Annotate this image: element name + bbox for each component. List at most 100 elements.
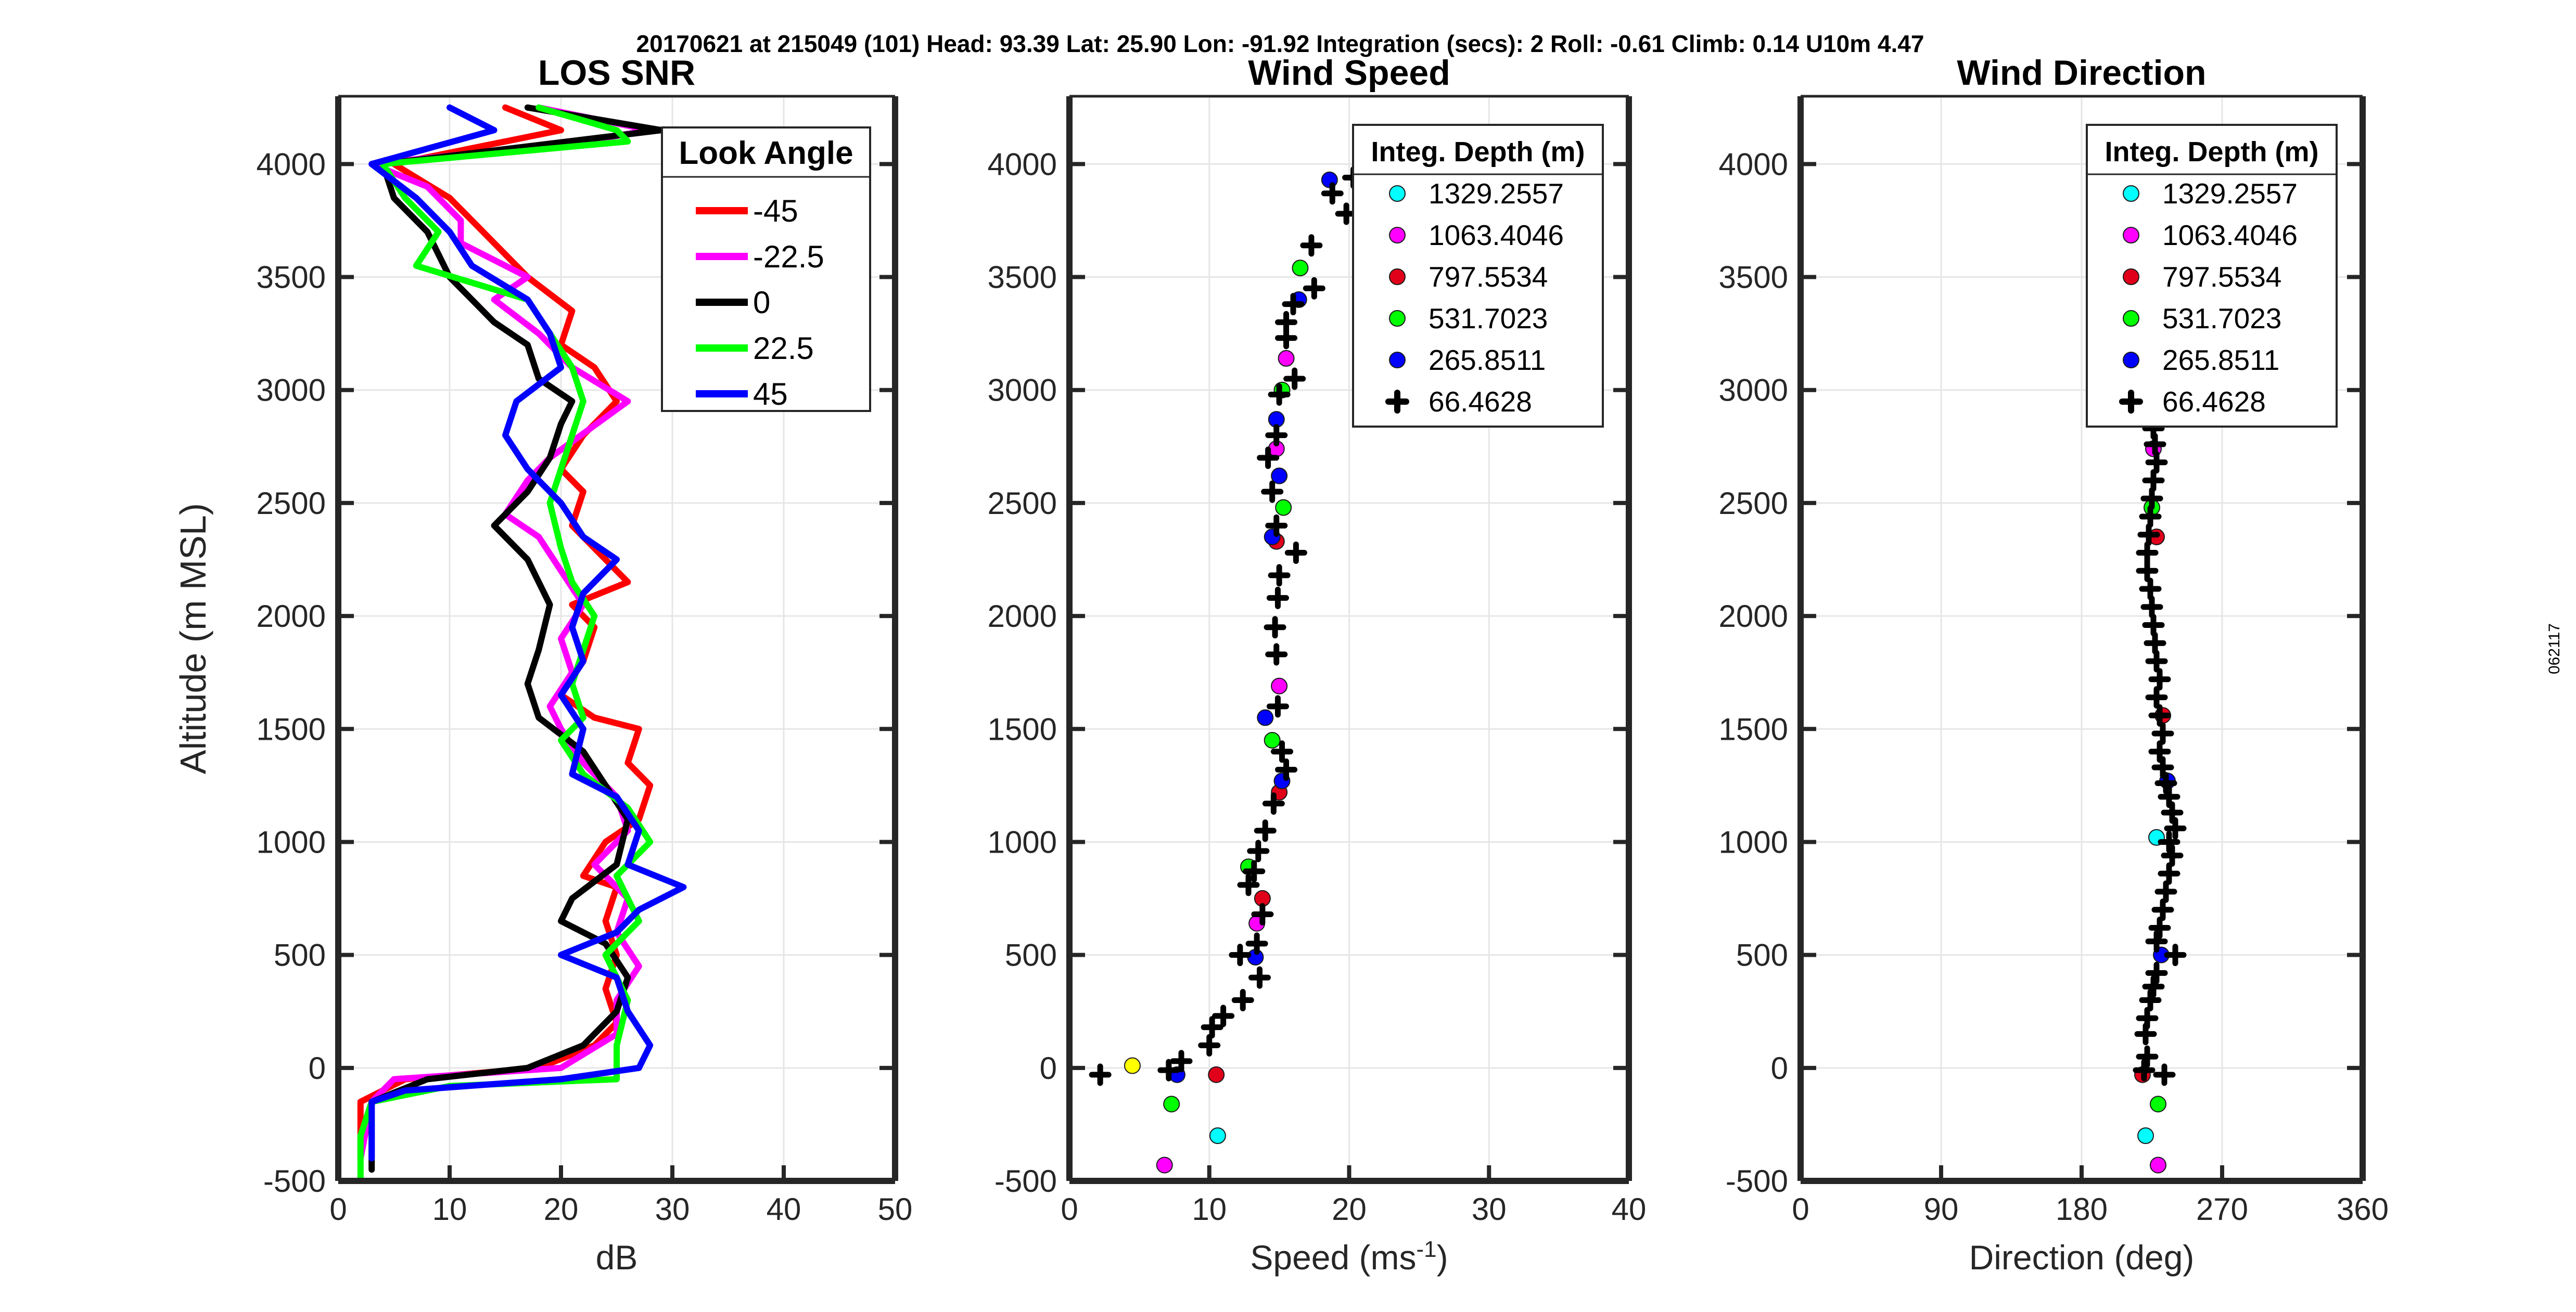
data-point-plus — [1243, 860, 1266, 883]
chart-title: LOS SNR — [538, 53, 695, 93]
side-label: 062117 — [2545, 623, 2563, 674]
data-point-plus — [1275, 311, 1298, 333]
data-point — [1156, 1156, 1173, 1174]
data-point-plus — [2148, 740, 2171, 763]
data-point-plus — [1266, 695, 1289, 718]
x-tick-label: 0 — [1792, 1192, 1809, 1227]
data-point-plus — [2154, 772, 2177, 794]
legend-label: 66.4628 — [2162, 385, 2266, 418]
x-tick-label: 0 — [1061, 1192, 1078, 1227]
legend-title: Integ. Depth (m) — [2105, 136, 2319, 168]
y-tick-label: 2000 — [1719, 599, 1788, 634]
data-point — [2137, 1127, 2154, 1144]
data-point-plus — [2151, 756, 2174, 779]
legend-swatch — [1389, 227, 1406, 243]
data-point — [1271, 677, 1288, 694]
legend-label: 265.8511 — [2162, 344, 2279, 376]
data-point-plus — [2140, 487, 2163, 510]
data-point-plus — [1248, 966, 1271, 989]
data-point-plus — [1303, 277, 1325, 300]
y-tick-label: 0 — [309, 1051, 326, 1086]
legend-label: 1329.2557 — [2162, 177, 2298, 210]
x-tick-label: 90 — [1924, 1192, 1959, 1227]
legend-title: Integ. Depth (m) — [1371, 136, 1585, 168]
legend-label: 1063.4046 — [1429, 219, 1564, 251]
data-point-plus — [1231, 989, 1254, 1011]
legend-label: 45 — [753, 377, 788, 411]
data-point-plus — [1268, 564, 1291, 587]
x-tick-label: 270 — [2196, 1192, 2248, 1227]
data-point-plus — [1245, 932, 1268, 955]
data-point-plus — [1275, 758, 1298, 781]
data-point-plus — [2158, 786, 2180, 808]
data-point-plus — [2144, 632, 2166, 654]
legend-label: 531.7023 — [2162, 302, 2281, 335]
y-tick-label: 4000 — [1719, 147, 1788, 182]
y-tick-label: 3500 — [988, 260, 1057, 295]
series-line-22.5 — [357, 104, 654, 1181]
y-tick-label: 2500 — [988, 486, 1057, 521]
data-point-plus — [1257, 446, 1280, 469]
data-point-plus — [1229, 944, 1252, 967]
data-point-plus — [2145, 686, 2168, 709]
data-point-plus — [2139, 505, 2162, 528]
y-tick-label: 3000 — [1719, 373, 1788, 408]
series-line-45 — [368, 104, 687, 1162]
data-point-plus — [1262, 792, 1285, 815]
chart-title: Wind Speed — [1248, 53, 1450, 93]
legend: Integ. Depth (m) 1329.2557 1063.4046 797.55… — [2086, 124, 2338, 428]
data-point-plus — [2145, 650, 2168, 673]
y-tick-label: 0 — [1771, 1051, 1788, 1086]
panel-1: 0 10 20 30 40 50-5000500100015002000250030003… — [173, 53, 912, 1277]
y-tick-label: 1500 — [988, 712, 1057, 747]
y-tick-label: 1500 — [1719, 712, 1788, 747]
legend: Look Angle -45 -22.5 0 22.5 45 — [661, 126, 871, 412]
y-tick-label: 1000 — [1719, 825, 1788, 859]
y-tick-label: 500 — [1736, 938, 1788, 973]
data-point-plus — [1284, 541, 1307, 564]
legend-swatch — [2119, 390, 2143, 414]
x-tick-label: 50 — [878, 1192, 913, 1227]
legend-label: 265.8511 — [1429, 344, 1546, 376]
legend-swatch — [2123, 227, 2139, 243]
data-point-plus — [1282, 293, 1305, 316]
data-point-plus — [2151, 898, 2174, 921]
panel-2: 0 10 20 30 40-500050010001500200025003000350… — [988, 53, 1647, 1277]
y-tick-label: -500 — [263, 1164, 326, 1199]
legend-label: 1063.4046 — [2162, 219, 2298, 251]
data-point-plus — [2139, 989, 2162, 1011]
data-point-plus — [1237, 873, 1260, 896]
data-point — [1209, 1127, 1226, 1144]
data-point-plus — [1264, 616, 1286, 639]
data-point-plus — [1321, 182, 1344, 205]
data-point-plus — [1251, 903, 1274, 925]
data-point-plus — [1254, 819, 1277, 842]
chart-title: Wind Direction — [1957, 53, 2206, 93]
data-point-plus — [1247, 840, 1270, 863]
legend-swatch — [1389, 268, 1406, 285]
data-point-plus — [2164, 944, 2187, 967]
panel-3: 0 90 180 270 360-500050010001500200025003000… — [1719, 53, 2389, 1277]
legend-swatch — [1389, 185, 1406, 202]
y-tick-label: 2500 — [1719, 486, 1788, 521]
legend-label: 797.5534 — [1429, 261, 1548, 293]
y-tick-label: 2000 — [257, 599, 326, 634]
plot-area — [1089, 166, 1365, 1174]
data-point-plus — [2148, 704, 2171, 727]
x-axis-label-sup: -1 — [1417, 1237, 1437, 1262]
data-point — [1271, 467, 1288, 484]
x-axis-label: dB — [596, 1238, 638, 1277]
data-point-plus — [1283, 367, 1306, 390]
data-point-plus — [1170, 1050, 1193, 1073]
data-point-plus — [2137, 523, 2160, 546]
x-tick-label: 40 — [1612, 1192, 1647, 1227]
legend-swatch — [1389, 310, 1406, 327]
data-point-plus — [2136, 1007, 2159, 1030]
x-tick-label: 0 — [329, 1192, 347, 1227]
data-point — [1208, 1066, 1225, 1083]
x-tick-label: 10 — [432, 1192, 467, 1227]
data-point-plus — [2136, 559, 2159, 582]
data-point-plus — [2142, 613, 2165, 636]
